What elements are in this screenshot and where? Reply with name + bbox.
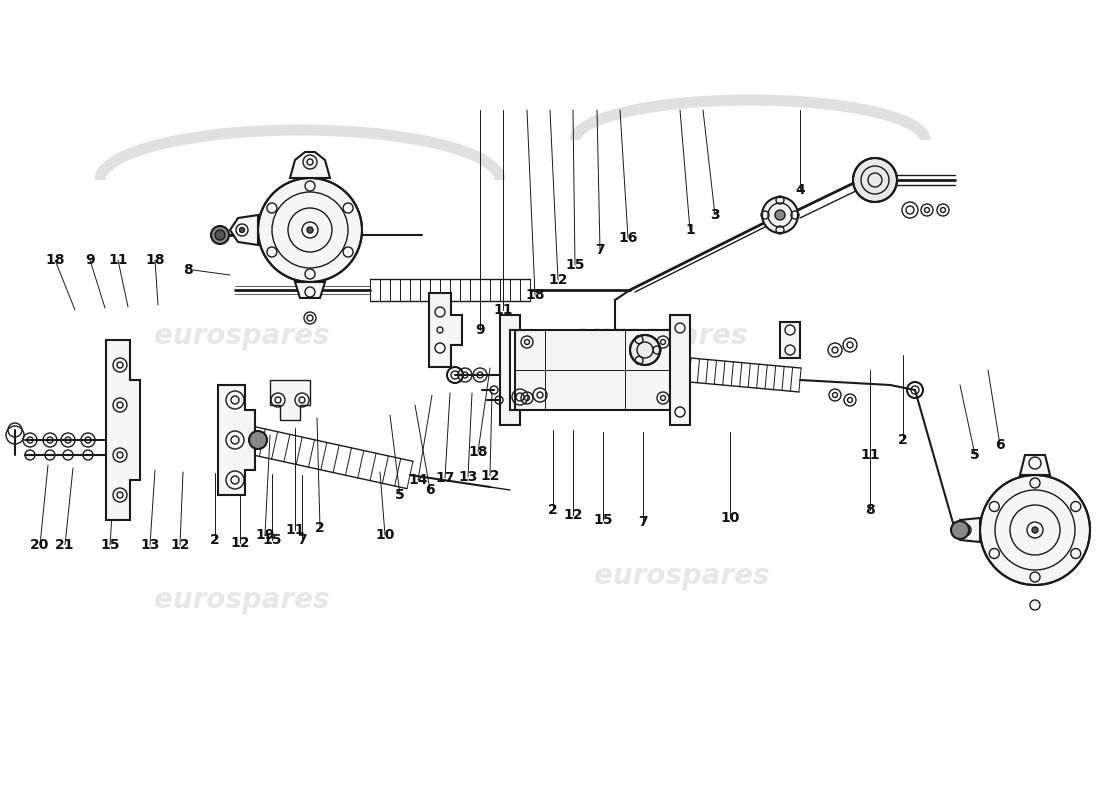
Text: 15: 15	[565, 258, 585, 272]
Text: 14: 14	[408, 473, 428, 487]
Polygon shape	[290, 152, 330, 178]
Polygon shape	[270, 380, 310, 420]
Text: 2: 2	[548, 503, 558, 517]
Text: 2: 2	[898, 433, 907, 447]
Text: 11: 11	[493, 303, 513, 317]
Text: 6: 6	[426, 483, 434, 497]
Polygon shape	[515, 330, 675, 410]
Text: 7: 7	[595, 243, 605, 257]
Text: 5: 5	[395, 488, 405, 502]
Text: 12: 12	[170, 538, 189, 552]
Text: 7: 7	[297, 533, 307, 547]
Text: 12: 12	[230, 536, 250, 550]
Text: 12: 12	[481, 469, 499, 483]
Text: 8: 8	[865, 503, 874, 517]
Text: 1: 1	[685, 223, 695, 237]
Circle shape	[776, 210, 785, 220]
Text: 5: 5	[970, 448, 980, 462]
Circle shape	[307, 227, 314, 233]
Text: 15: 15	[262, 533, 282, 547]
Text: 11: 11	[108, 253, 128, 267]
Polygon shape	[218, 385, 255, 495]
Text: 9: 9	[475, 323, 485, 337]
Circle shape	[852, 158, 896, 202]
Text: 13: 13	[459, 470, 477, 484]
Text: 17: 17	[436, 471, 454, 485]
Polygon shape	[429, 293, 462, 367]
Polygon shape	[1020, 455, 1050, 475]
Polygon shape	[106, 340, 140, 520]
Text: 3: 3	[711, 208, 719, 222]
Text: 12: 12	[563, 508, 583, 522]
Text: 16: 16	[618, 231, 638, 245]
Text: 10: 10	[375, 528, 395, 542]
Text: eurospares: eurospares	[572, 322, 748, 350]
Text: 7: 7	[638, 515, 648, 529]
Circle shape	[240, 227, 244, 233]
Text: 4: 4	[795, 183, 805, 197]
Text: 18: 18	[45, 253, 65, 267]
Text: 20: 20	[31, 538, 50, 552]
Text: 9: 9	[85, 253, 95, 267]
Circle shape	[762, 197, 798, 233]
Polygon shape	[230, 215, 258, 245]
Text: 2: 2	[210, 533, 220, 547]
Text: 11: 11	[285, 523, 305, 537]
Circle shape	[980, 475, 1090, 585]
Circle shape	[258, 178, 362, 282]
Circle shape	[952, 521, 969, 539]
Text: 2: 2	[315, 521, 324, 535]
Text: 19: 19	[255, 528, 275, 542]
Text: 15: 15	[100, 538, 120, 552]
Circle shape	[214, 230, 225, 240]
Text: 18: 18	[469, 445, 487, 459]
Text: 18: 18	[145, 253, 165, 267]
Polygon shape	[955, 518, 980, 542]
Circle shape	[249, 431, 267, 449]
Text: 15: 15	[593, 513, 613, 527]
Text: 12: 12	[548, 273, 568, 287]
Text: 18: 18	[526, 288, 544, 302]
Polygon shape	[670, 315, 690, 425]
Circle shape	[1032, 527, 1038, 533]
Circle shape	[630, 335, 660, 365]
Polygon shape	[295, 282, 324, 298]
Polygon shape	[500, 315, 520, 425]
Text: eurospares: eurospares	[154, 322, 330, 350]
Text: eurospares: eurospares	[594, 562, 770, 590]
Text: 13: 13	[141, 538, 160, 552]
Text: 8: 8	[184, 263, 192, 277]
Circle shape	[211, 226, 229, 244]
Text: 21: 21	[55, 538, 75, 552]
Polygon shape	[780, 322, 800, 358]
Text: 11: 11	[860, 448, 880, 462]
Text: 10: 10	[720, 511, 739, 525]
Text: eurospares: eurospares	[154, 586, 330, 614]
Text: 6: 6	[996, 438, 1004, 452]
